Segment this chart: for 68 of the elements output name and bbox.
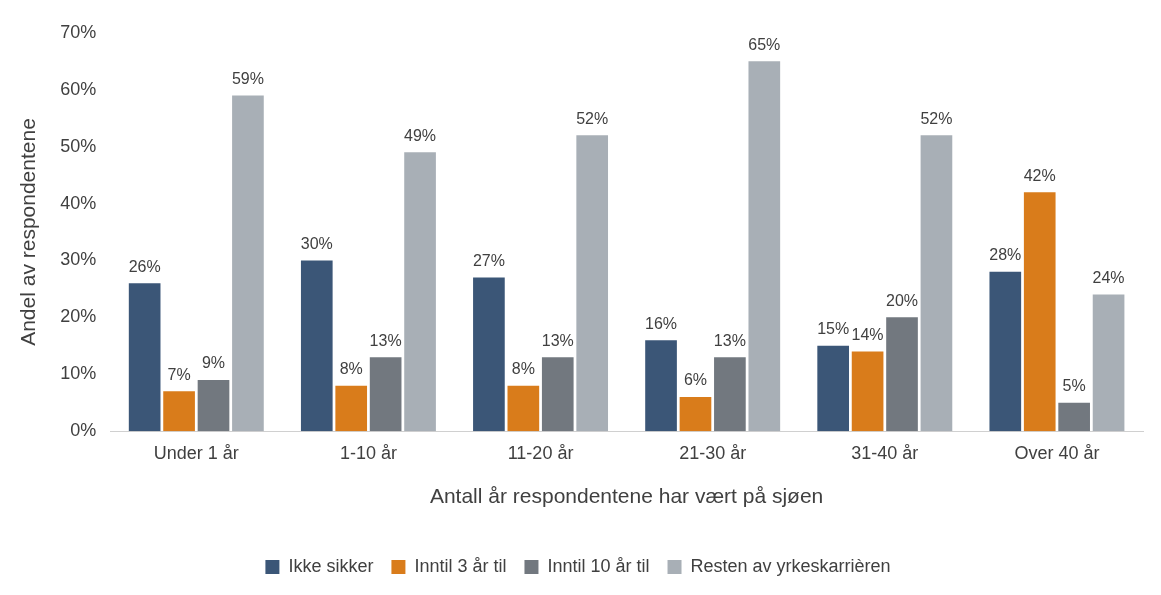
data-label: 52% (920, 109, 953, 127)
bar (197, 379, 230, 432)
y-tick-label: 30% (60, 249, 97, 270)
data-label: 6% (683, 371, 708, 389)
bar (679, 397, 712, 432)
bar (714, 357, 746, 432)
y-tick-label: 10% (60, 363, 97, 384)
bar (507, 385, 540, 432)
bar (989, 271, 1022, 432)
bar (886, 317, 918, 432)
bar (473, 277, 505, 432)
bar (404, 152, 436, 432)
data-label: 13% (369, 331, 402, 349)
data-label: 26% (128, 257, 161, 275)
bar (576, 135, 609, 432)
bar (128, 283, 161, 432)
y-tick-label: 0% (70, 420, 97, 441)
data-label: 9% (201, 354, 226, 372)
bar (1092, 294, 1125, 432)
x-tick-label: Over 40 år (1014, 442, 1100, 463)
x-tick-label: 21-30 år (679, 442, 747, 463)
data-label: 13% (541, 331, 574, 349)
y-tick-label: 20% (60, 306, 97, 327)
data-label: 65% (748, 35, 781, 53)
bar (645, 340, 677, 432)
bar (369, 357, 402, 432)
legend-label: Resten av yrkeskarrièren (690, 555, 891, 576)
y-tick-label: 50% (60, 135, 97, 156)
bar (335, 385, 368, 432)
data-label: 28% (989, 246, 1022, 264)
data-label: 8% (511, 360, 535, 378)
data-label: 15% (817, 320, 850, 338)
y-tick-label: 40% (60, 192, 97, 213)
x-tick-label: 1-10 år (339, 442, 397, 463)
bar (817, 345, 849, 432)
bar (541, 357, 574, 432)
data-label: 16% (645, 314, 678, 332)
x-axis-title: Antall år respondentene har vært på sjøen (429, 484, 824, 508)
y-tick-label: 60% (60, 78, 97, 99)
data-label: 30% (300, 234, 333, 252)
bar (1058, 402, 1090, 432)
data-label: 49% (404, 126, 437, 144)
data-label: 42% (1023, 166, 1056, 184)
x-tick-label: Under 1 år (153, 442, 239, 463)
data-label: 8% (339, 360, 363, 378)
data-label: 27% (472, 251, 505, 269)
data-label: 5% (1062, 377, 1086, 395)
data-label: 20% (886, 291, 919, 309)
legend-label: Inntil 10 år til (547, 555, 650, 576)
data-label: 14% (851, 325, 884, 343)
bar (232, 95, 264, 432)
legend-label: Inntil 3 år til (414, 555, 507, 576)
bar (1023, 192, 1056, 432)
data-label: 59% (231, 69, 264, 87)
y-axis-title: Andel av respondentene (16, 118, 40, 346)
y-tick-label: 70% (60, 21, 97, 42)
x-tick-label: 31-40 år (851, 442, 919, 463)
x-tick-label: 11-20 år (507, 442, 574, 463)
bar (300, 260, 333, 432)
data-label: 7% (167, 365, 191, 383)
bar (851, 351, 884, 432)
bar (748, 61, 781, 432)
data-label: 52% (576, 109, 609, 127)
data-label: 13% (713, 331, 746, 349)
bar (920, 135, 953, 432)
bar (163, 391, 195, 432)
legend-label: Ikke sikker (288, 555, 374, 576)
data-label: 24% (1092, 269, 1125, 287)
